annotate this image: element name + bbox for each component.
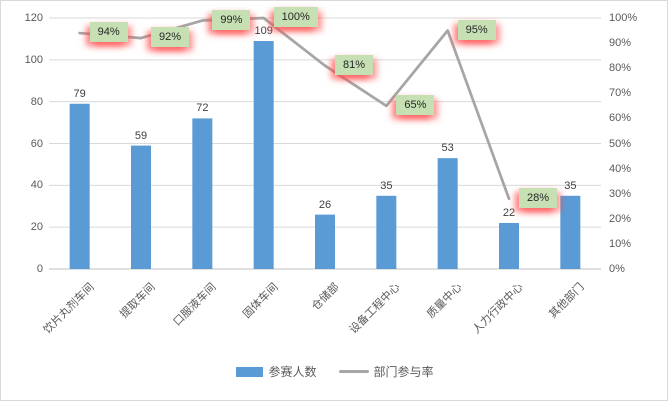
bar-value-label: 109: [254, 25, 273, 37]
right-axis-tick-label: 0%: [609, 263, 625, 275]
bar-participants: [253, 41, 274, 270]
rate-label: 94%: [89, 22, 128, 43]
bar-value-label: 26: [318, 198, 332, 211]
bar-participants: [499, 222, 519, 269]
rate-label: 28%: [519, 187, 558, 208]
bar-value-label: 59: [134, 129, 148, 142]
bar-participants: [131, 145, 151, 269]
rate-label: 100%: [273, 7, 318, 27]
left-axis-tick-label: 40: [30, 179, 43, 192]
left-axis-tick-label: 120: [24, 12, 43, 24]
bar-participants: [376, 195, 397, 269]
right-axis-tick-label: 80%: [609, 62, 632, 75]
legend-label: 部门参与率: [373, 365, 434, 379]
legend-line-swatch-icon: [338, 370, 369, 373]
legend-bar-swatch-icon: [236, 366, 264, 377]
legend-item-participants: 参赛人数: [236, 363, 317, 380]
right-axis-tick-label: 90%: [609, 37, 632, 50]
right-axis-tick-label: 100%: [609, 12, 638, 24]
left-axis-tick-label: 80: [30, 95, 43, 108]
left-axis-tick-label: 0: [36, 263, 43, 275]
left-axis-tick-label: 60: [30, 137, 43, 150]
bar-participants: [192, 118, 213, 270]
bar-participants: [315, 214, 335, 269]
bar-value-label: 79: [73, 87, 86, 100]
right-axis-tick-label: 20%: [609, 212, 632, 225]
rate-label: 92%: [151, 27, 190, 48]
rate-label: 99%: [212, 9, 251, 30]
rate-label: 65%: [396, 94, 435, 115]
bar-value-label: 22: [502, 206, 516, 219]
rate-label: 81%: [335, 54, 374, 75]
right-axis-tick-label: 10%: [609, 237, 632, 250]
bar-participants: [69, 103, 90, 269]
left-axis-tick-label: 100: [24, 53, 43, 66]
legend-label: 参赛人数: [268, 365, 317, 379]
right-axis-tick-label: 60%: [609, 112, 632, 125]
left-axis-tick-label: 20: [30, 221, 43, 234]
legend-item-participation-rate: 部门参与率: [338, 363, 434, 380]
bar-value-label: 35: [564, 179, 577, 192]
right-axis-tick-label: 30%: [609, 187, 632, 200]
right-axis-tick-label: 50%: [609, 137, 632, 150]
legend: 参赛人数 部门参与率: [1, 363, 667, 380]
right-axis-tick-label: 40%: [609, 162, 632, 175]
bar-participants: [437, 158, 458, 269]
bar-participants: [560, 195, 581, 269]
right-axis-tick-label: 70%: [609, 87, 632, 100]
rate-label: 95%: [457, 19, 496, 40]
bar-value-label: 35: [380, 179, 393, 192]
bar-value-label: 53: [441, 142, 454, 155]
bar-value-label: 72: [196, 102, 209, 115]
